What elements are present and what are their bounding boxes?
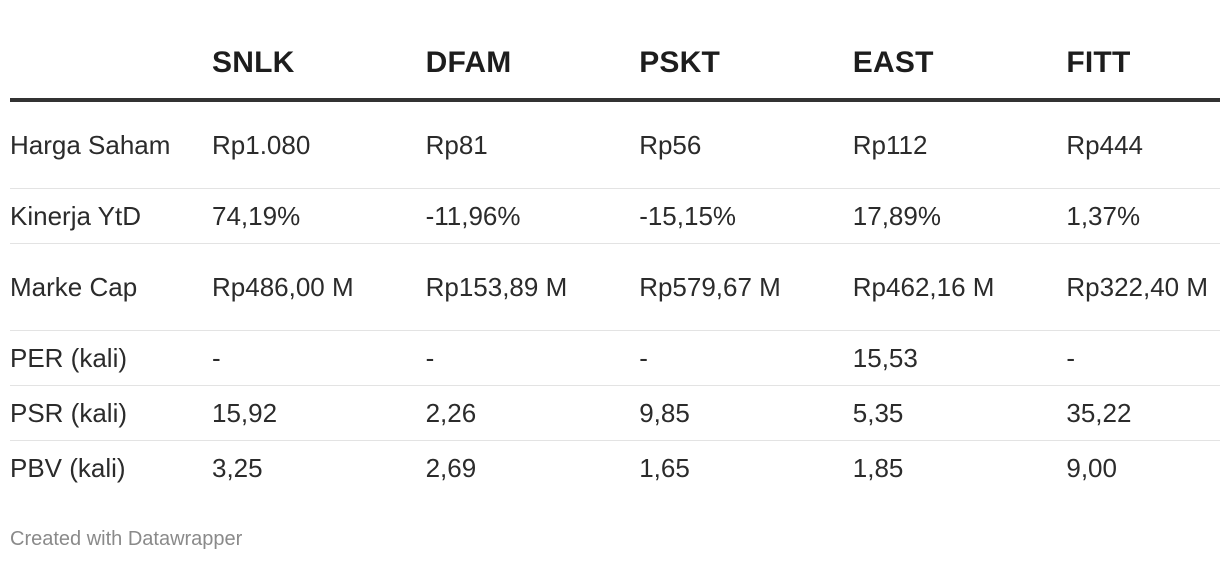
table-cell: Rp112 — [852, 100, 1067, 189]
row-label: Marke Cap — [10, 243, 212, 331]
table-cell: 15,53 — [852, 330, 1067, 386]
header-cell-east: EAST — [852, 28, 1067, 102]
row-label: PSR (kali) — [10, 385, 212, 441]
table-cell: -15,15% — [639, 188, 853, 244]
table-cell: - — [639, 330, 853, 386]
table-cell: Rp322,40 M — [1066, 243, 1220, 331]
table-cell: 1,37% — [1066, 188, 1220, 244]
table-cell: 5,35 — [852, 385, 1067, 441]
table-row: PSR (kali) 15,92 2,26 9,85 5,35 35,22 — [10, 385, 1220, 441]
row-label: Harga Saham — [10, 100, 212, 189]
row-label: PER (kali) — [10, 330, 212, 386]
table-cell: 17,89% — [852, 188, 1067, 244]
table-row: Harga Saham Rp1.080 Rp81 Rp56 Rp112 Rp44… — [10, 100, 1220, 189]
header-row: SNLK DFAM PSKT EAST FITT — [10, 28, 1220, 102]
table-cell: - — [212, 330, 426, 386]
datawrapper-credit[interactable]: Created with Datawrapper — [10, 528, 243, 550]
table-container: SNLK DFAM PSKT EAST FITT Harga Saham Rp1… — [10, 28, 1220, 495]
table-cell: 1,85 — [852, 452, 904, 483]
table-row: PER (kali) - - - 15,53 - — [10, 330, 1220, 386]
header-cell-snlk: SNLK — [212, 28, 426, 102]
table-cell: 2,69 — [425, 452, 477, 483]
table-cell: 15,92 — [212, 385, 426, 441]
table-cell: 74,19% — [212, 188, 426, 244]
header-cell-row-label — [10, 28, 212, 102]
table-cell: 9,00 — [1066, 452, 1117, 483]
table-cell: 35,22 — [1066, 385, 1220, 441]
table-cell: Rp1.080 — [212, 100, 426, 189]
table-cell: 2,26 — [425, 385, 640, 441]
row-label: Kinerja YtD — [10, 188, 212, 244]
table-row: Marke Cap Rp486,00 M Rp153,89 M Rp579,67… — [10, 243, 1220, 331]
header-cell-fitt: FITT — [1066, 28, 1220, 102]
table-cell: 1,65 — [639, 452, 690, 483]
table-cell: Rp56 — [639, 100, 853, 189]
table-row: PBV (kali) 3,25 2,69 1,65 1,85 9,00 — [10, 441, 1220, 496]
table-cell: Rp486,00 M — [212, 243, 426, 331]
row-label: PBV (kali) — [10, 452, 126, 483]
data-table: SNLK DFAM PSKT EAST FITT Harga Saham Rp1… — [10, 28, 1220, 495]
table-cell: - — [1066, 330, 1220, 386]
table-cell: Rp462,16 M — [852, 243, 1067, 331]
table-row: Kinerja YtD 74,19% -11,96% -15,15% 17,89… — [10, 188, 1220, 244]
header-cell-pskt: PSKT — [639, 28, 853, 102]
table-cell: 9,85 — [639, 385, 853, 441]
table-cell: -11,96% — [425, 188, 640, 244]
table-cell: Rp579,67 M — [639, 243, 853, 331]
table-cell: 3,25 — [212, 452, 263, 483]
table-cell: - — [425, 330, 640, 386]
header-cell-dfam: DFAM — [425, 28, 640, 102]
table-cell: Rp444 — [1066, 100, 1220, 189]
table-cell: Rp153,89 M — [425, 243, 640, 331]
table-cell: Rp81 — [425, 100, 640, 189]
